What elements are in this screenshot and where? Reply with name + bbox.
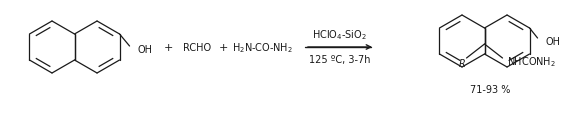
Text: +: +	[163, 43, 173, 53]
Text: OH: OH	[545, 37, 561, 47]
Text: RCHO: RCHO	[183, 43, 211, 53]
Text: OH: OH	[138, 45, 153, 54]
Text: H$_2$N-CO-NH$_2$: H$_2$N-CO-NH$_2$	[231, 41, 293, 54]
Text: 71-93 %: 71-93 %	[470, 84, 510, 94]
Text: HClO$_4$-SiO$_2$: HClO$_4$-SiO$_2$	[312, 28, 367, 42]
Text: R: R	[459, 59, 466, 68]
Text: NHCONH$_2$: NHCONH$_2$	[506, 55, 555, 68]
Text: 125 ºC, 3-7h: 125 ºC, 3-7h	[309, 54, 371, 64]
Text: +: +	[218, 43, 228, 53]
